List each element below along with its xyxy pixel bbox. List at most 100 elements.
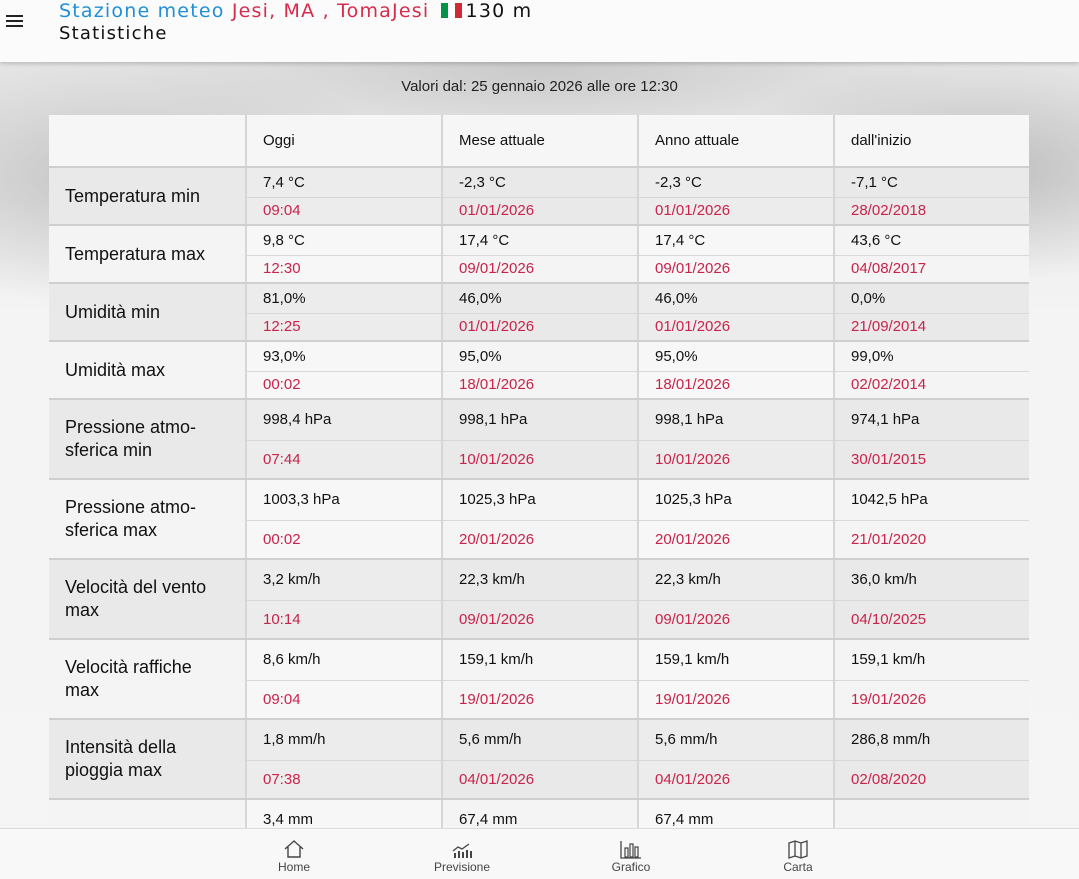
table-row-dates: 00:02 18/01/2026 18/01/2026 02/02/2014 xyxy=(49,371,1029,400)
date-cell: 04/08/2017 xyxy=(834,255,1029,284)
row-label: Temperatura max xyxy=(49,225,247,284)
table-row: Umidità min 81,0% 46,0% 46,0% 0,0% xyxy=(49,283,1029,342)
row-label: Precipitazioni xyxy=(49,799,247,828)
date-cell: 07:38 xyxy=(246,760,443,800)
value-cell: 974,1 hPa xyxy=(834,399,1029,441)
date-cell: 19/01/2026 xyxy=(442,680,639,720)
value-cell: 46,0% xyxy=(638,283,835,314)
table-row: Pressione atmo-sferica max 1003,3 hPa 1025… xyxy=(49,479,1029,560)
date-cell: 20/01/2026 xyxy=(442,520,639,560)
date-cell: 02/08/2020 xyxy=(834,760,1029,800)
row-label: Umidità max xyxy=(49,341,247,400)
value-cell: 8,6 km/h xyxy=(246,639,443,681)
station-title-prefix: Stazione meteo xyxy=(59,0,225,22)
table-row: Velocità raffiche max 8,6 km/h 159,1 km/h 1… xyxy=(49,639,1029,720)
map-icon xyxy=(788,840,808,859)
header-cell-year: Anno attuale xyxy=(638,115,835,168)
station-location: Jesi, MA , TomaJesi xyxy=(231,0,430,22)
date-cell: 18/01/2026 xyxy=(442,371,639,400)
date-cell: 28/02/2018 xyxy=(834,197,1029,226)
date-cell: 20/01/2026 xyxy=(638,520,835,560)
header-cell-empty xyxy=(49,115,247,168)
value-cell: 43,6 °C xyxy=(834,225,1029,256)
value-cell: 0,0% xyxy=(834,283,1029,314)
nav-map-label: Carta xyxy=(783,860,813,874)
value-cell: 159,1 km/h xyxy=(442,639,639,681)
date-cell: 10/01/2026 xyxy=(442,440,639,480)
nav-home[interactable]: Home xyxy=(249,829,339,879)
row-label: Velocità del vento max xyxy=(49,559,247,640)
date-cell: 21/09/2014 xyxy=(834,313,1029,342)
date-cell: 09/01/2026 xyxy=(442,600,639,640)
table-row-dates: 00:02 20/01/2026 20/01/2026 21/01/2020 xyxy=(49,520,1029,560)
chart-icon xyxy=(620,841,641,859)
value-cell: 1025,3 hPa xyxy=(638,479,835,521)
value-cell xyxy=(834,799,1029,828)
nav-forecast[interactable]: Previsione xyxy=(417,829,507,879)
table-row: Velocità del vento max 3,2 km/h 22,3 km/h 2… xyxy=(49,559,1029,640)
date-cell: 09:04 xyxy=(246,680,443,720)
value-cell: 81,0% xyxy=(246,283,443,314)
value-cell: 159,1 km/h xyxy=(638,639,835,681)
date-cell: 21/01/2020 xyxy=(834,520,1029,560)
row-label: Temperatura min xyxy=(49,167,247,226)
date-cell: 07:44 xyxy=(246,440,443,480)
value-cell: 46,0% xyxy=(442,283,639,314)
table-row: Intensità della pioggia max 1,8 mm/h 5,6 m… xyxy=(49,719,1029,800)
date-cell: 09:04 xyxy=(246,197,443,226)
value-cell: -2,3 °C xyxy=(638,167,835,198)
row-label: Umidità min xyxy=(49,283,247,342)
nav-home-label: Home xyxy=(277,860,310,874)
statistics-table-container[interactable]: Oggi Mese attuale Anno attuale dall'iniz… xyxy=(49,115,1029,828)
page-title: Statistiche xyxy=(59,23,168,44)
nav-chart-label: Grafico xyxy=(611,860,651,874)
date-cell: 12:25 xyxy=(246,313,443,342)
date-cell: 12:30 xyxy=(246,255,443,284)
value-cell: 93,0% xyxy=(246,341,443,372)
table-row-dates: 10:14 09/01/2026 09/01/2026 04/10/2025 xyxy=(49,600,1029,640)
value-cell: 22,3 km/h xyxy=(638,559,835,601)
value-cell: 159,1 km/h xyxy=(834,639,1029,681)
bottom-navigation: Home Previsione Grafico Carta xyxy=(0,828,1079,879)
table-row: Temperatura min 7,4 °C -2,3 °C -2,3 °C -7,1 … xyxy=(49,167,1029,226)
nav-forecast-label: Previsione xyxy=(433,860,491,874)
value-cell: 17,4 °C xyxy=(638,225,835,256)
date-cell: 10:14 xyxy=(246,600,443,640)
table-row-dates: 12:25 01/01/2026 01/01/2026 21/09/2014 xyxy=(49,313,1029,342)
date-cell: 04/01/2026 xyxy=(638,760,835,800)
table-row-dates: 09:04 01/01/2026 01/01/2026 28/02/2018 xyxy=(49,197,1029,226)
table-row-dates: 07:38 04/01/2026 04/01/2026 02/08/2020 xyxy=(49,760,1029,800)
header-cell-all-time: dall'inizio xyxy=(834,115,1029,168)
table-row-dates: 12:30 09/01/2026 09/01/2026 04/08/2017 xyxy=(49,255,1029,284)
date-cell: 01/01/2026 xyxy=(638,197,835,226)
value-cell: 1042,5 hPa xyxy=(834,479,1029,521)
value-cell: 95,0% xyxy=(442,341,639,372)
row-label: Velocità raffiche max xyxy=(49,639,247,720)
nav-map[interactable]: Carta xyxy=(753,829,843,879)
value-cell: 22,3 km/h xyxy=(442,559,639,601)
row-label: Pressione atmo-sferica min xyxy=(49,399,247,480)
value-cell: 95,0% xyxy=(638,341,835,372)
date-cell: 01/01/2026 xyxy=(442,197,639,226)
table-row-dates: 07:44 10/01/2026 10/01/2026 30/01/2015 xyxy=(49,440,1029,480)
date-cell: 01/01/2026 xyxy=(638,313,835,342)
header-cell-month: Mese attuale xyxy=(442,115,639,168)
value-cell: 1025,3 hPa xyxy=(442,479,639,521)
value-cell: 1,8 mm/h xyxy=(246,719,443,761)
home-icon xyxy=(284,840,304,858)
value-cell: 998,1 hPa xyxy=(638,399,835,441)
date-cell: 19/01/2026 xyxy=(834,680,1029,720)
date-cell: 04/10/2025 xyxy=(834,600,1029,640)
value-cell: 5,6 mm/h xyxy=(442,719,639,761)
date-cell: 10/01/2026 xyxy=(638,440,835,480)
value-cell: 99,0% xyxy=(834,341,1029,372)
app-header: Stazione meteo Jesi, MA , TomaJesi 130 m… xyxy=(0,0,1079,62)
menu-icon[interactable] xyxy=(6,12,26,32)
nav-chart[interactable]: Grafico xyxy=(586,829,676,879)
date-cell: 19/01/2026 xyxy=(638,680,835,720)
date-cell: 02/02/2014 xyxy=(834,371,1029,400)
header-cell-today: Oggi xyxy=(246,115,443,168)
value-cell: 1003,3 hPa xyxy=(246,479,443,521)
value-cell: 67,4 mm xyxy=(638,799,835,828)
